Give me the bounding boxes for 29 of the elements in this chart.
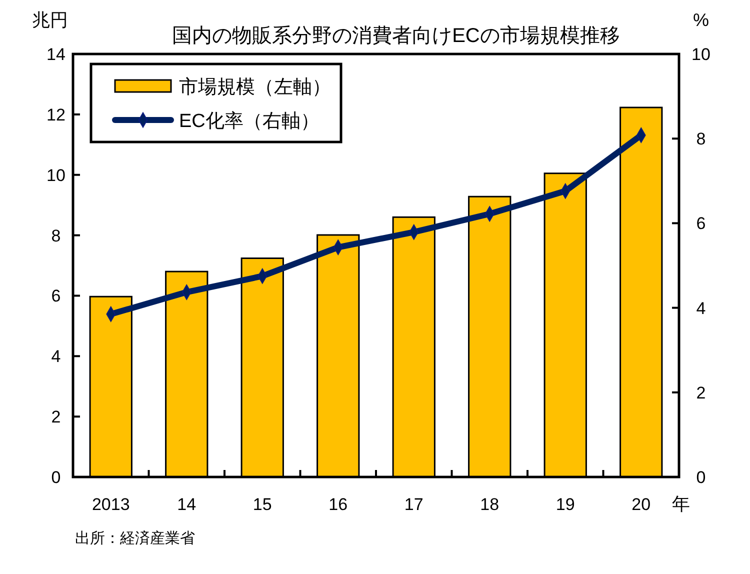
x-tick-label: 18 <box>480 495 500 514</box>
y-tick-label: 14 <box>46 45 66 64</box>
y2-tick-label: 4 <box>696 298 706 318</box>
legend-label: EC化率（右軸） <box>179 110 320 132</box>
y-axis-title: 兆円 <box>32 10 68 30</box>
x-tick-label: 20 <box>632 495 651 514</box>
legend-label: 市場規模（左軸） <box>179 76 331 98</box>
y2-tick-label: 0 <box>696 468 706 487</box>
x-tick-label: 2013 <box>92 495 130 514</box>
x-tick-label: 19 <box>556 495 575 514</box>
y-tick-label: 4 <box>51 347 61 366</box>
y-tick-label: 0 <box>51 468 61 487</box>
y-tick-label: 6 <box>51 286 61 306</box>
y2-axis-title: % <box>692 10 710 30</box>
x-tick-label: 15 <box>252 495 272 514</box>
y-tick-label: 8 <box>51 226 61 246</box>
y2-tick-label: 8 <box>696 130 706 149</box>
x-tick-label: 14 <box>177 495 196 514</box>
chart-title: 国内の物販系分野の消費者向けECの市場規模推移 <box>172 25 620 47</box>
y2-tick-label: 10 <box>692 45 710 64</box>
x-tick-label: 17 <box>404 495 424 514</box>
y-tick-label: 10 <box>46 166 66 185</box>
y2-tick-label: 2 <box>696 383 706 402</box>
text: 出所：経済産業省 <box>75 530 195 547</box>
y2-tick-label: 6 <box>696 214 706 234</box>
x-axis-title: 年 <box>672 494 690 514</box>
x-tick-label: 16 <box>328 495 348 514</box>
y-tick-label: 12 <box>46 105 66 124</box>
y-tick-label: 2 <box>51 408 61 427</box>
